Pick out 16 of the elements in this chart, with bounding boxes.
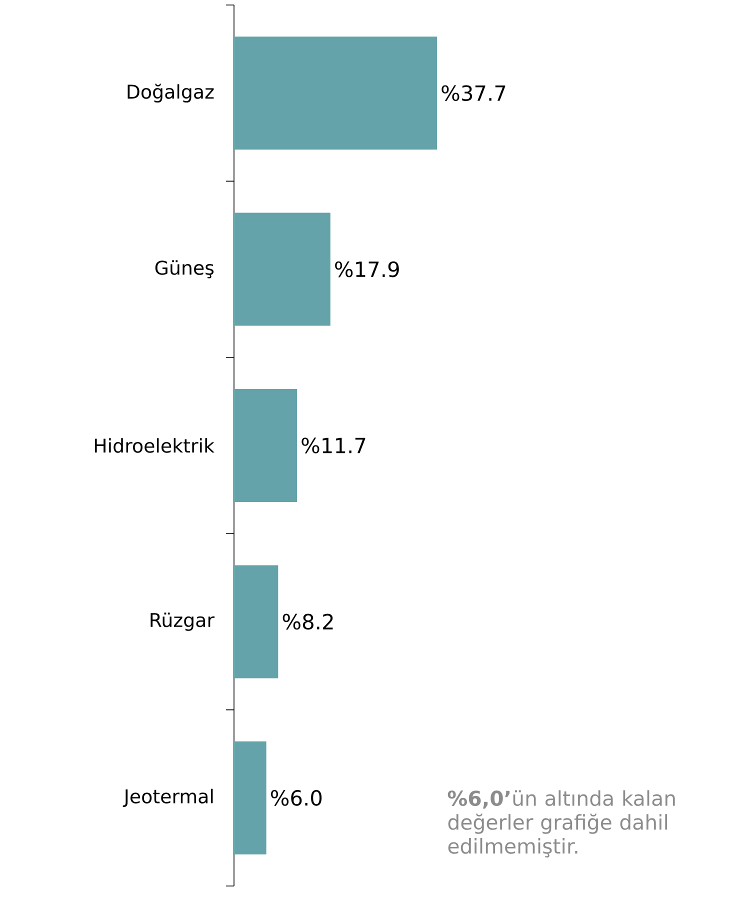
data-label: %17.9 xyxy=(335,261,399,278)
bar xyxy=(234,741,266,854)
text: %6,0’ün altında kalan değerler grafiğe dahil edilmemiştir. xyxy=(448,790,675,858)
y-tick-label: Hidroelektrik xyxy=(94,438,214,453)
bar xyxy=(234,565,278,678)
data-label: %8.2 xyxy=(282,614,333,630)
y-tick-label: Rüzgar xyxy=(150,612,215,631)
bar xyxy=(234,212,330,326)
y-tick-label: Doğalgaz xyxy=(128,84,214,102)
data-label: %37.7 xyxy=(442,85,506,102)
data-label: %11.7 xyxy=(302,438,366,454)
y-tick-label: Güneş xyxy=(155,260,214,278)
bar xyxy=(234,36,437,150)
data-label: %6.0 xyxy=(270,790,322,806)
bar xyxy=(234,389,297,502)
y-tick-label: Jeotermal xyxy=(122,788,213,807)
